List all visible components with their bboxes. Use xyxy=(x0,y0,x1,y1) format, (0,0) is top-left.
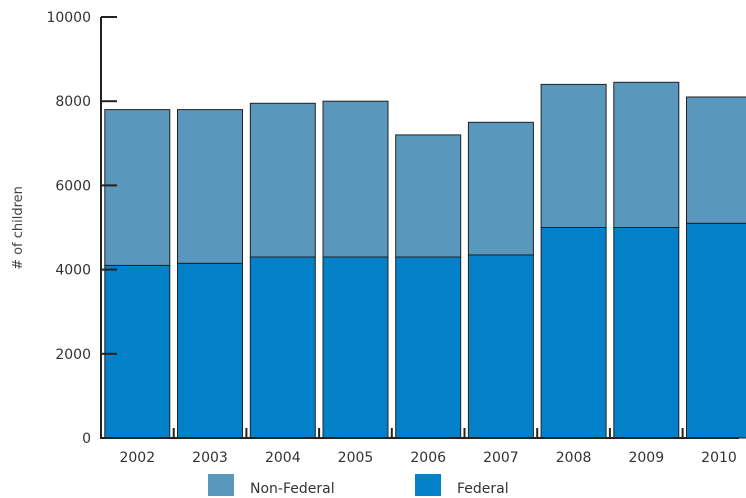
y-tick-label: 2000 xyxy=(55,347,91,363)
x-tick-label-2006: 2006 xyxy=(410,450,446,466)
bar-federal-2007 xyxy=(467,254,534,439)
bar-federal-2008 xyxy=(540,227,607,439)
bar-non-federal-2002 xyxy=(104,109,171,266)
bar-non-federal-2008 xyxy=(540,83,607,229)
x-tick-label-2005: 2005 xyxy=(338,450,374,466)
legend: Non-Federal Federal xyxy=(208,474,509,497)
y-tick-label: 4000 xyxy=(55,263,91,279)
legend-label-non-federal: Non-Federal xyxy=(250,481,335,497)
bar-federal-2009 xyxy=(613,227,680,439)
bar-non-federal-2004 xyxy=(249,102,316,258)
x-tick-label-2004: 2004 xyxy=(265,450,301,466)
y-tick-label: 8000 xyxy=(55,94,91,110)
legend-swatch-non-federal xyxy=(208,474,234,496)
bar-non-federal-2003 xyxy=(177,109,243,264)
x-tick-label-2003: 2003 xyxy=(192,450,228,466)
legend-swatch-federal xyxy=(415,474,441,496)
bar-non-federal-2010 xyxy=(686,96,746,224)
legend-label-federal: Federal xyxy=(457,481,509,497)
bar-federal-2005 xyxy=(322,256,389,439)
x-axis-ticks: 2002 2003 2004 2005 2006 2007 2008 2009 2010 xyxy=(100,428,737,466)
bar-non-federal-2006 xyxy=(395,134,462,258)
bar-federal-2006 xyxy=(395,256,462,439)
bar-federal-2010 xyxy=(686,222,746,439)
bar-non-federal-2007 xyxy=(467,121,534,256)
x-tick-label-2007: 2007 xyxy=(483,450,519,466)
y-axis-ticks: 0 2000 4000 6000 8000 10000 xyxy=(46,10,117,447)
bar-non-federal-2005 xyxy=(322,100,389,258)
bar-federal-2002 xyxy=(104,264,171,439)
bars-group xyxy=(104,81,746,439)
x-tick-label-2010: 2010 xyxy=(701,450,737,466)
y-tick-label: 6000 xyxy=(55,178,91,194)
x-tick-label-2009: 2009 xyxy=(628,450,664,466)
bar-federal-2004 xyxy=(249,256,316,439)
x-tick-label-2008: 2008 xyxy=(556,450,592,466)
bar-non-federal-2009 xyxy=(613,81,680,228)
y-tick-label: 10000 xyxy=(46,10,91,26)
y-tick-label: 0 xyxy=(82,431,91,447)
x-tick-label-2002: 2002 xyxy=(119,450,155,466)
y-axis-title: # of children xyxy=(11,186,26,270)
bar-federal-2003 xyxy=(177,262,243,439)
